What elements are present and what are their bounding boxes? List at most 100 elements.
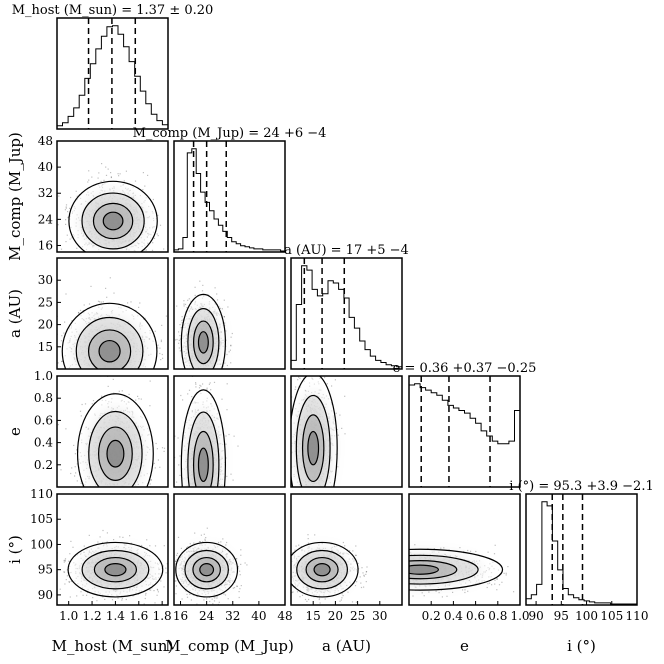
sample-point bbox=[178, 464, 180, 466]
sample-point bbox=[65, 206, 67, 208]
sample-point bbox=[212, 489, 213, 490]
sample-point bbox=[82, 374, 83, 375]
sample-point bbox=[209, 382, 211, 384]
sample-point bbox=[205, 492, 206, 493]
sample-point bbox=[86, 371, 87, 372]
sample-point bbox=[105, 287, 107, 289]
sample-point bbox=[160, 339, 162, 341]
sample-point bbox=[118, 390, 120, 392]
sample-point bbox=[113, 292, 115, 294]
sample-point bbox=[174, 435, 176, 437]
sample-point bbox=[232, 479, 234, 481]
sample-point bbox=[288, 493, 289, 494]
sample-point bbox=[225, 435, 227, 437]
sample-point bbox=[154, 467, 156, 469]
sample-point bbox=[75, 190, 77, 192]
sample-point bbox=[230, 336, 232, 338]
sample-point bbox=[97, 492, 98, 493]
sample-point bbox=[110, 176, 112, 178]
sample-point bbox=[74, 453, 76, 455]
sample-point bbox=[74, 373, 75, 374]
sample-point bbox=[230, 345, 232, 347]
sample-point bbox=[138, 488, 139, 489]
sample-point bbox=[119, 490, 120, 491]
sample-point bbox=[230, 473, 232, 475]
sample-point bbox=[152, 242, 154, 244]
sample-point bbox=[226, 409, 228, 411]
sample-point bbox=[225, 457, 227, 459]
sample-point bbox=[75, 371, 76, 372]
sample-point bbox=[76, 449, 78, 451]
sample-point bbox=[121, 390, 123, 392]
sample-point bbox=[121, 492, 122, 493]
sample-point bbox=[199, 280, 201, 282]
sample-point bbox=[134, 256, 135, 257]
sample-point bbox=[331, 385, 333, 387]
sample-point bbox=[117, 371, 118, 372]
sample-point bbox=[122, 371, 123, 372]
sample-point bbox=[60, 370, 61, 371]
sample-point bbox=[104, 492, 105, 493]
sample-point bbox=[159, 224, 162, 226]
sample-point bbox=[163, 447, 166, 449]
sample-point bbox=[198, 387, 201, 389]
sample-point bbox=[113, 491, 114, 492]
panel-contents bbox=[57, 376, 168, 493]
sample-point bbox=[119, 370, 120, 371]
sample-point bbox=[152, 372, 153, 373]
sample-point bbox=[298, 376, 300, 378]
sample-point bbox=[93, 372, 94, 373]
sample-point bbox=[226, 373, 227, 374]
sample-point bbox=[107, 373, 108, 374]
sample-point bbox=[129, 373, 130, 374]
sample-point bbox=[83, 372, 84, 373]
sample-point bbox=[224, 322, 226, 324]
sample-point bbox=[179, 350, 181, 352]
sample-point bbox=[141, 371, 142, 372]
sample-point bbox=[87, 254, 88, 255]
sample-point bbox=[336, 428, 338, 431]
panel-contents bbox=[174, 373, 239, 493]
sample-point bbox=[178, 347, 180, 349]
sample-point bbox=[194, 370, 195, 371]
sample-point bbox=[181, 370, 182, 371]
sample-point bbox=[69, 207, 71, 209]
sample-point bbox=[227, 306, 229, 308]
sample-point bbox=[214, 287, 216, 289]
sample-point bbox=[339, 414, 341, 416]
sample-point bbox=[74, 475, 76, 477]
sample-point bbox=[81, 403, 83, 406]
sample-point bbox=[192, 372, 193, 373]
sample-point bbox=[154, 330, 156, 332]
sample-point bbox=[157, 214, 159, 216]
sample-point bbox=[157, 344, 159, 346]
sample-point bbox=[194, 491, 195, 492]
sample-point bbox=[94, 371, 95, 372]
sample-point bbox=[210, 488, 211, 489]
sample-point bbox=[100, 180, 102, 182]
sample-point bbox=[210, 490, 211, 491]
sample-point bbox=[118, 373, 119, 374]
sample-point bbox=[147, 492, 148, 493]
sample-point bbox=[57, 424, 59, 426]
sample-point bbox=[83, 304, 85, 306]
panel-contents bbox=[57, 163, 168, 257]
sample-point bbox=[138, 398, 140, 400]
sample-point bbox=[213, 491, 214, 492]
density-contour bbox=[102, 211, 124, 231]
sample-point bbox=[199, 384, 201, 386]
sample-point bbox=[194, 372, 195, 373]
sample-point bbox=[101, 163, 103, 165]
sample-point bbox=[106, 489, 107, 490]
sample-point bbox=[196, 492, 197, 493]
sample-point bbox=[219, 307, 222, 309]
sample-point bbox=[228, 351, 230, 353]
sample-point bbox=[106, 296, 108, 298]
sample-point bbox=[121, 256, 122, 257]
sample-point bbox=[61, 335, 63, 337]
sample-point bbox=[81, 370, 82, 371]
sample-point bbox=[201, 373, 202, 374]
sample-point bbox=[165, 315, 167, 317]
sample-point bbox=[57, 224, 59, 226]
sample-point bbox=[117, 255, 118, 256]
